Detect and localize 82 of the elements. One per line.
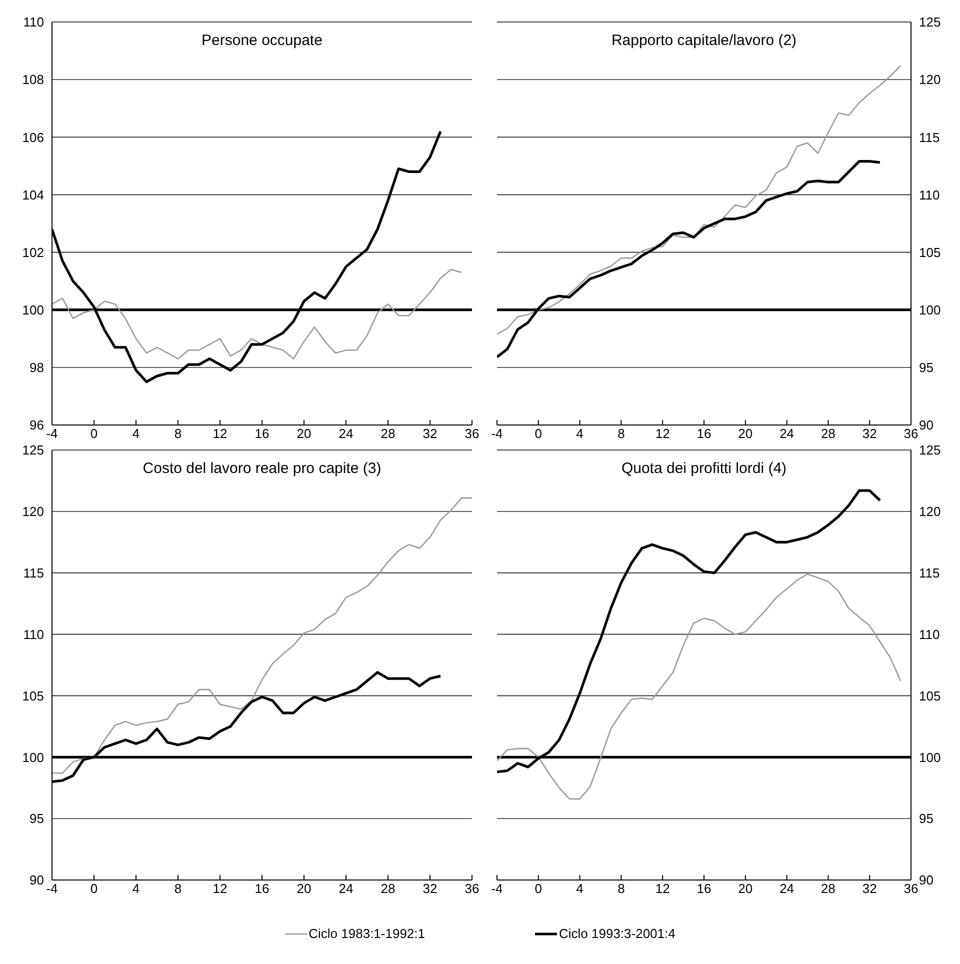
x-tick-label: 36 [904,881,918,896]
x-tick-label: 8 [174,881,182,896]
x-tick-label: 20 [296,426,312,442]
x-tick-label: 36 [904,426,918,442]
y-tick-label: 100 [22,302,44,318]
x-tick-label: 24 [338,881,354,896]
y2-tick-label: 95 [919,811,934,826]
x-tick-label: 36 [464,426,480,442]
y2-tick-label: 115 [919,565,940,580]
y-tick-label: 106 [22,130,44,145]
x-tick-label: 8 [618,426,625,442]
x-tick-label: 20 [738,426,753,442]
x-tick-label: 28 [820,426,836,442]
y-tick-label: 98 [30,360,44,376]
x-tick-label: -4 [46,426,58,442]
y-tick-label: 95 [30,811,44,826]
y2-tick-label: 110 [919,187,940,202]
x-tick-label: 12 [655,426,670,442]
x-tick-label: 16 [254,881,270,896]
y2-tick-label: 90 [919,872,934,888]
y-tick-label: 102 [22,244,44,260]
y-tick-label: 110 [23,626,44,642]
y-tick-label: 108 [22,72,44,88]
x-tick-label: -4 [46,881,58,896]
x-tick-label: 12 [655,881,670,896]
x-tick-label: 4 [576,881,584,896]
x-tick-label: 32 [422,881,438,896]
x-tick-label: 4 [132,881,140,896]
x-tick-label: 20 [296,881,312,896]
y2-tick-label: 100 [919,750,941,765]
text: Rapporto capitale/lavoro (2) [610,32,798,49]
y2-tick-label: 105 [919,688,941,704]
x-tick-label: 32 [862,426,877,442]
x-tick-label: 28 [380,881,396,896]
x-tick-label: 20 [738,881,753,896]
y2-tick-label: 125 [919,14,941,30]
text: Quota dei profitti lordi (4) [620,460,788,477]
y-tick-label: 104 [22,187,44,202]
x-tick-label: 24 [780,881,794,896]
y-tick-label: 120 [22,504,44,520]
x-tick-label: 4 [132,426,140,442]
x-tick-label: 12 [212,426,228,442]
y2-tick-label: 90 [919,418,934,433]
y-tick-label: 115 [23,565,44,580]
x-tick-label: 4 [576,426,584,442]
text: Costo del lavoro reale pro capite (3) [142,460,382,477]
x-tick-label: 8 [174,426,182,442]
y-tick-label: 110 [23,14,44,30]
y-tick-label: 90 [30,872,44,888]
y2-tick-label: 110 [919,626,940,642]
y-tick-label: 105 [22,688,44,704]
x-tick-label: 8 [618,881,625,896]
x-tick-label: 16 [254,426,270,442]
x-tick-label: 16 [696,426,712,442]
x-tick-label: 0 [534,426,542,442]
x-tick-label: 12 [212,881,228,896]
x-tick-label: -4 [491,426,503,442]
x-tick-label: 32 [862,881,877,896]
y2-tick-label: 115 [919,130,940,145]
x-tick-label: 0 [90,426,98,442]
y-tick-label: 100 [22,750,44,765]
x-tick-label: 32 [422,426,438,442]
x-tick-label: 0 [90,881,98,896]
x-tick-label: 16 [696,881,712,896]
x-tick-label: 0 [534,881,542,896]
y2-tick-label: 125 [919,442,941,458]
legend-label: Ciclo 1993:3-2001:4 [559,926,676,941]
y2-tick-label: 105 [919,244,941,260]
y2-tick-label: 100 [919,302,941,318]
text: Persone occupate [200,32,324,49]
x-tick-label: 24 [780,426,794,442]
x-tick-label: 24 [338,426,354,442]
y2-tick-label: 95 [919,360,934,376]
y2-tick-label: 120 [919,504,941,520]
y2-tick-label: 120 [919,72,941,88]
y-tick-label: 96 [30,418,44,433]
legend-label: Ciclo 1983:1-1992:1 [308,926,425,941]
x-tick-label: -4 [491,881,503,896]
x-tick-label: 36 [464,881,480,896]
y-tick-label: 125 [22,442,44,458]
x-tick-label: 28 [820,881,836,896]
x-tick-label: 28 [380,426,396,442]
